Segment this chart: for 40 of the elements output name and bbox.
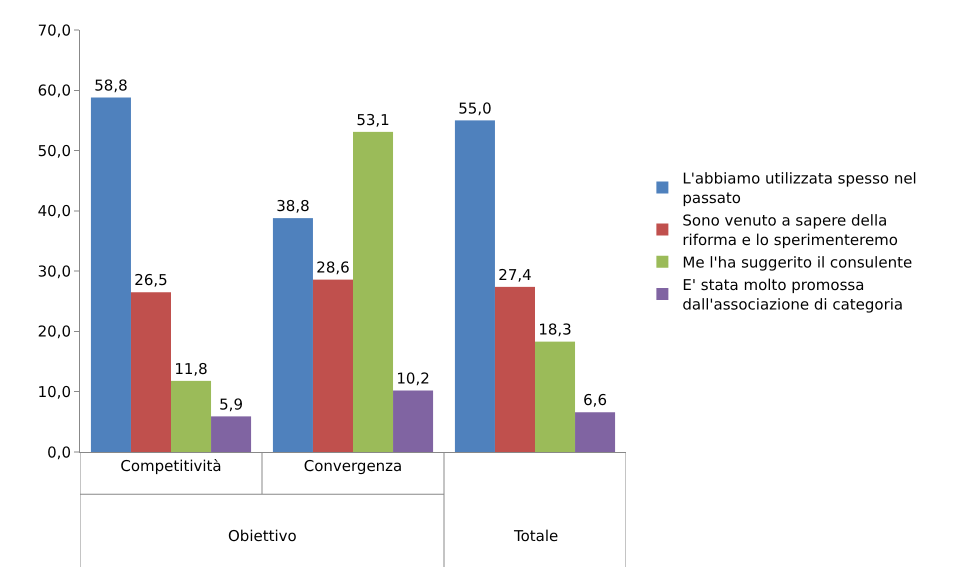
data-label: 58,8: [94, 76, 128, 95]
bar: [211, 416, 252, 452]
legend-label: Sono venuto a sapere della riforma e lo sperimenteremo: [682, 212, 898, 250]
bar: [393, 390, 434, 452]
data-label: 6,6: [583, 391, 607, 410]
bar: [90, 98, 131, 452]
bar: [494, 286, 535, 452]
y-tick-label: 30,0: [38, 262, 71, 280]
legend-label: L'abbiamo utilizzata spesso nel passato: [682, 170, 917, 208]
y-tick-label: 70,0: [38, 21, 71, 40]
data-label: 18,3: [538, 320, 572, 339]
data-label: 53,1: [356, 110, 390, 129]
y-tick-label: 50,0: [38, 142, 71, 160]
y-tick-label: 40,0: [38, 202, 71, 220]
data-label: 5,9: [219, 395, 243, 414]
y-tick-label: 10,0: [38, 382, 71, 401]
bar: [171, 380, 212, 452]
data-label: 10,2: [396, 370, 430, 388]
bar: [454, 120, 495, 452]
data-label: 55,0: [458, 99, 492, 118]
bar: [353, 132, 394, 452]
y-tick-label: 60,0: [38, 82, 71, 100]
data-label: 11,8: [174, 360, 208, 378]
bar: [130, 292, 171, 452]
legend-label: Me l'ha suggerito il consulente: [682, 254, 912, 272]
x-tick-label: Convergenza: [304, 457, 402, 475]
y-tick-label: 20,0: [38, 322, 71, 341]
text: Obiettivo: [228, 527, 297, 545]
bar: [272, 218, 313, 452]
data-label: 28,6: [316, 258, 350, 277]
text: Totale: [513, 527, 558, 545]
bar: [535, 342, 576, 452]
legend-label: E' stata molto promossa dall'associazione di categoria: [682, 276, 904, 314]
x-tick-label: Competitività: [120, 457, 222, 475]
data-label: 27,4: [498, 266, 532, 284]
bar: [312, 280, 353, 452]
bar: [575, 412, 616, 452]
data-label: 26,5: [134, 271, 168, 290]
y-tick-label: 0,0: [47, 443, 71, 462]
data-label: 38,8: [276, 197, 310, 216]
